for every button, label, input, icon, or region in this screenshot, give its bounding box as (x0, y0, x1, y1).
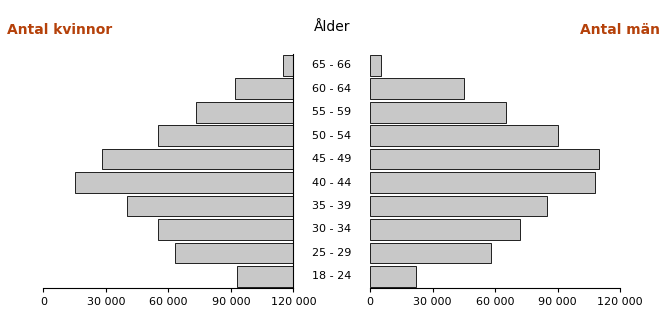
Bar (370, 266, 416, 287)
Text: 40 - 44: 40 - 44 (312, 178, 352, 188)
Bar (75, 172, 293, 193)
Bar (370, 125, 558, 146)
Bar (235, 78, 293, 99)
Bar (127, 196, 293, 216)
Bar (158, 219, 293, 240)
Text: 65 - 66: 65 - 66 (312, 60, 352, 70)
Bar (237, 266, 293, 287)
Text: 18 - 24: 18 - 24 (312, 271, 352, 281)
Bar (370, 78, 464, 99)
Bar (370, 243, 491, 263)
Text: 55 - 59: 55 - 59 (312, 107, 352, 117)
Text: Antal män: Antal män (580, 23, 660, 38)
Text: Antal kvinnor: Antal kvinnor (7, 23, 112, 38)
Text: 35 - 39: 35 - 39 (312, 201, 352, 211)
Bar (101, 149, 293, 170)
Bar (283, 55, 293, 76)
Bar (370, 55, 381, 76)
Bar (370, 149, 600, 170)
Bar (370, 196, 548, 216)
Bar (370, 219, 520, 240)
Bar (175, 243, 293, 263)
Bar (370, 102, 506, 123)
Text: 50 - 54: 50 - 54 (312, 131, 352, 141)
Bar (195, 102, 293, 123)
Text: Ålder: Ålder (313, 19, 350, 34)
Text: 25 - 29: 25 - 29 (312, 248, 352, 258)
Text: 45 - 49: 45 - 49 (312, 154, 352, 164)
Bar (158, 125, 293, 146)
Text: 60 - 64: 60 - 64 (312, 84, 352, 94)
Text: 30 - 34: 30 - 34 (312, 224, 352, 234)
Bar (370, 172, 596, 193)
